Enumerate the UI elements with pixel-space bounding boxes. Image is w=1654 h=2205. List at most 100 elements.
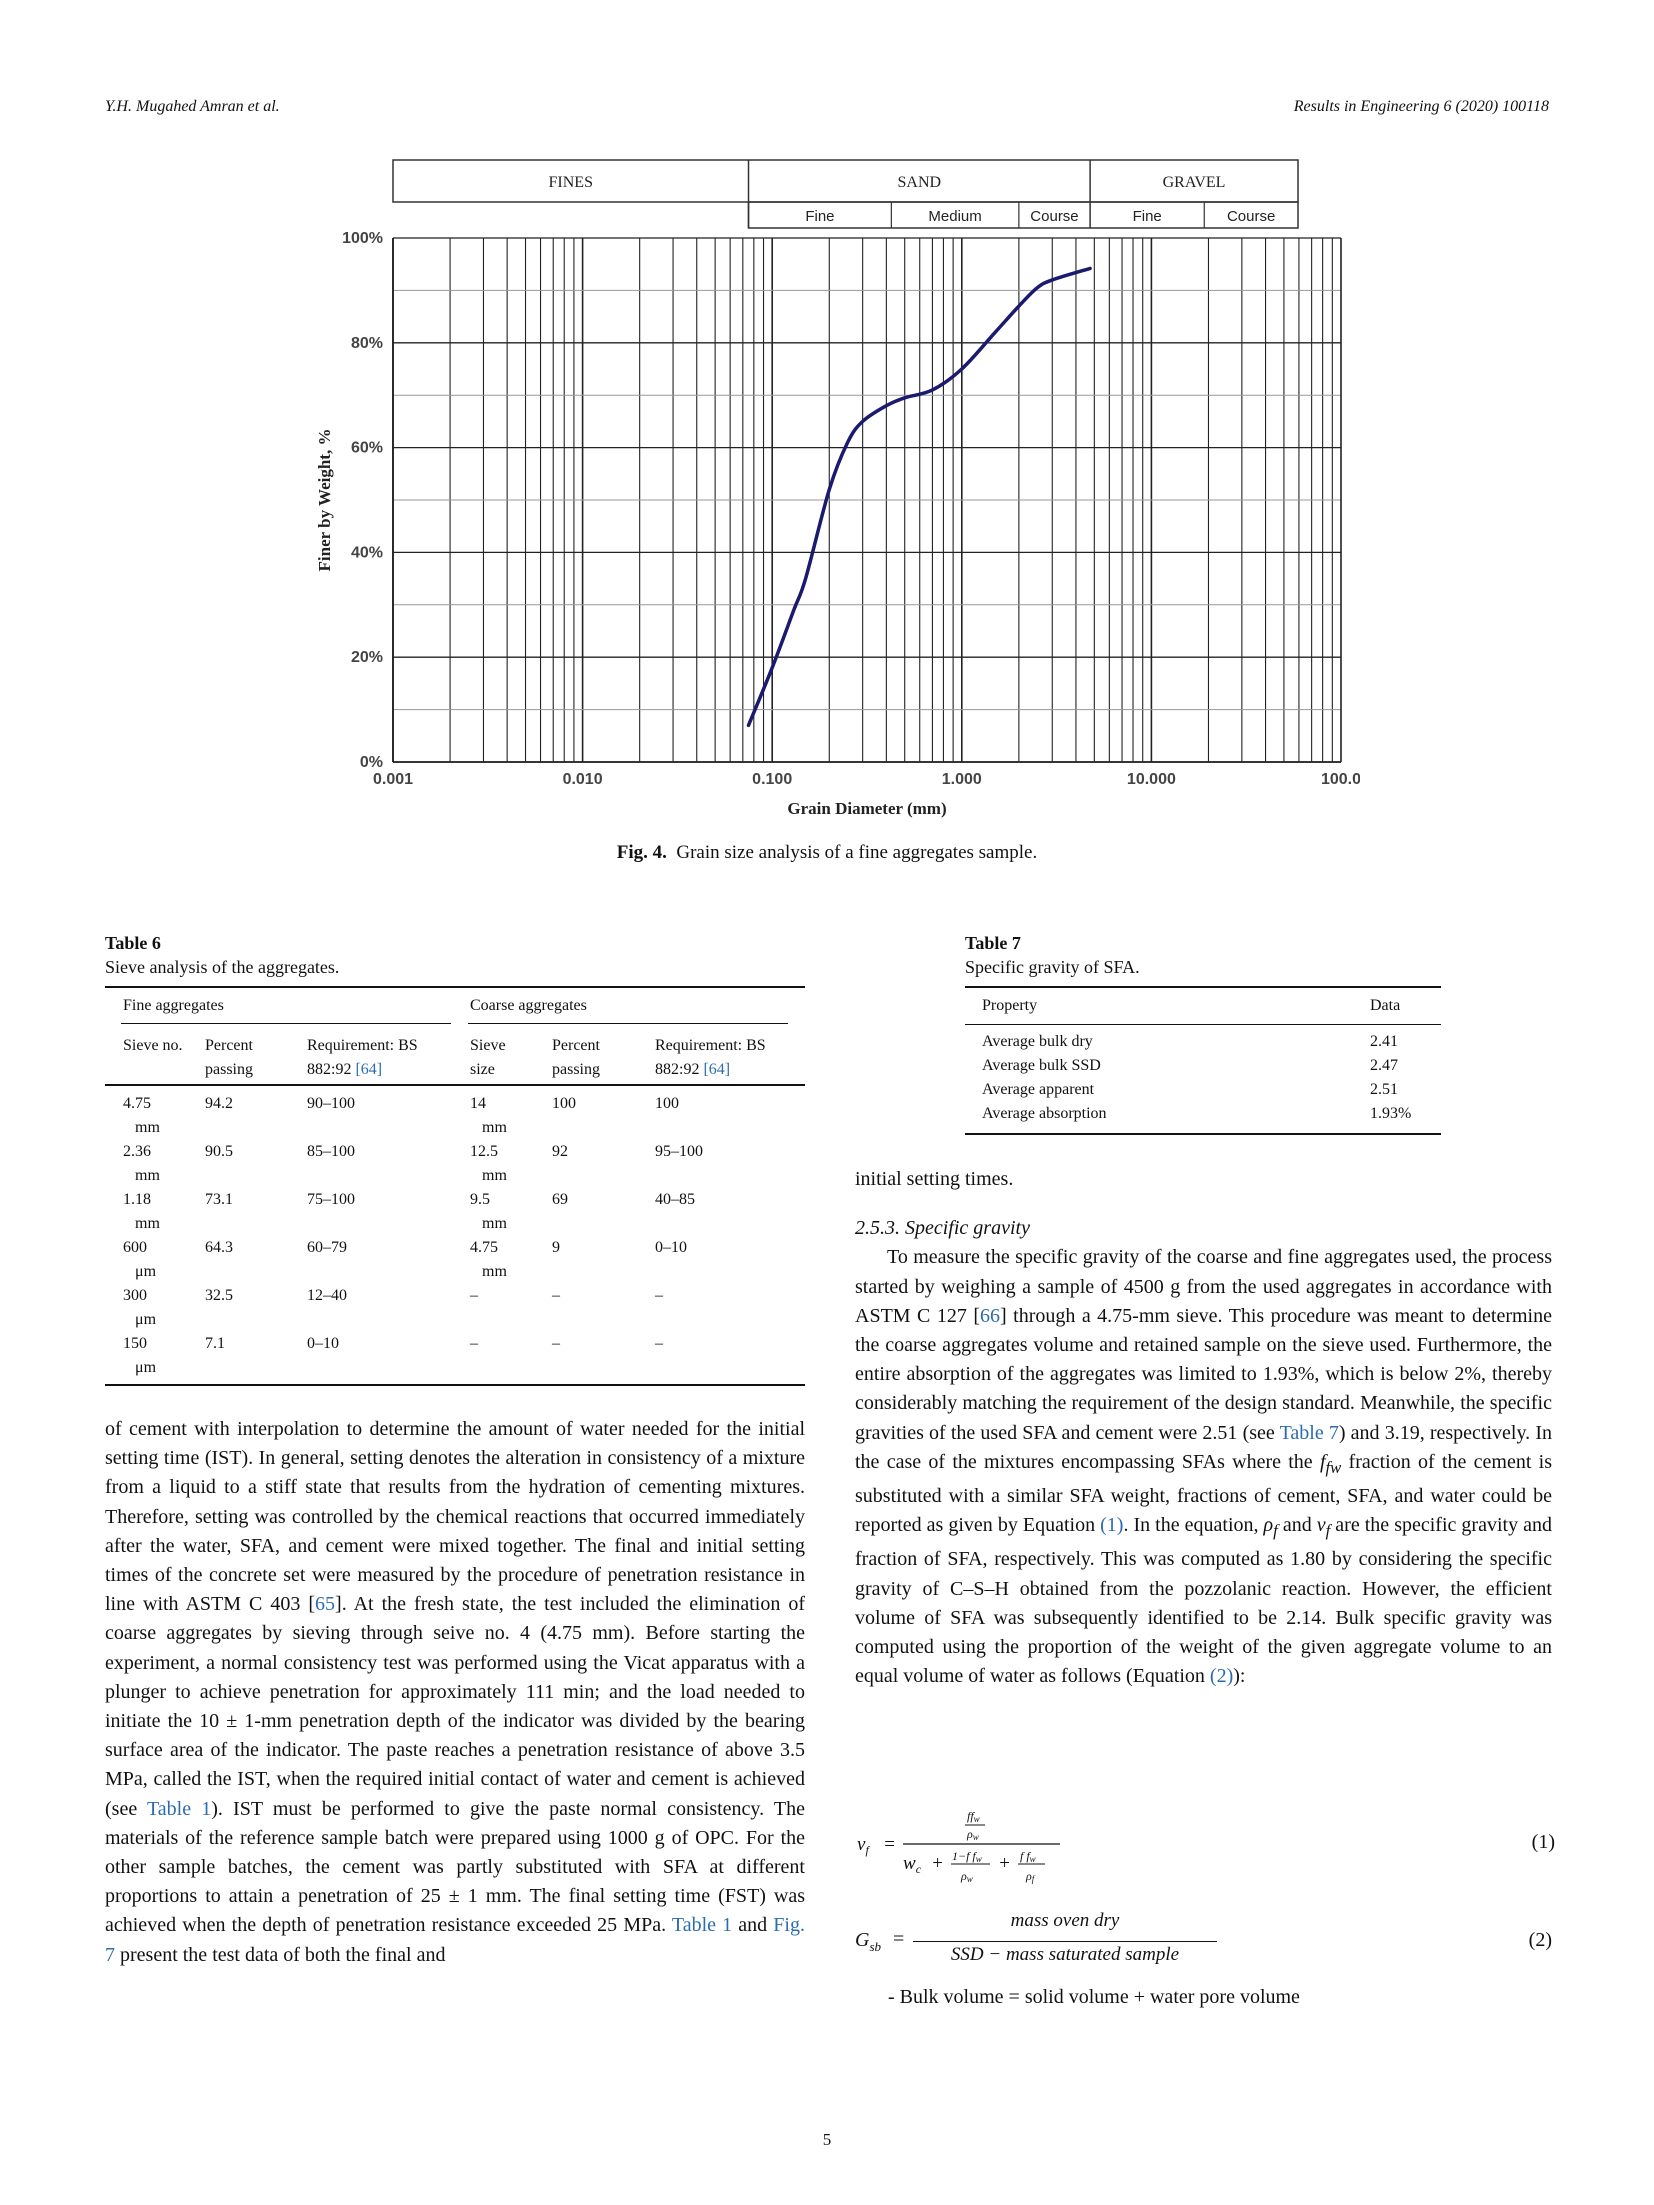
band-sub-box (747, 201, 1299, 229)
table-6-row: 1.18 mm 73.1 75–100 9.5 mm 69 40–85 (105, 1188, 805, 1236)
sub-band-label: Fine (805, 208, 834, 225)
right-continuation: initial setting times. (855, 1168, 1014, 1190)
gradation-point (1037, 287, 1038, 288)
table-6-cell: – (470, 1287, 478, 1304)
x-tick-label: 0.001 (373, 771, 413, 788)
col-percent-passing: Percent passing (205, 1037, 253, 1078)
svg-text:=: = (883, 1834, 896, 1855)
group-fine-aggregates: Fine aggregates (123, 997, 224, 1014)
svg-text:vf: vf (857, 1834, 870, 1857)
svg-text:ρw: ρw (960, 1869, 973, 1884)
bulk-volume-line: - Bulk volume = solid volume + water por… (888, 1986, 1300, 2008)
table-6-block: Table 6 Sieve analysis of the aggregates… (105, 933, 805, 1386)
table-7-caption: Specific gravity of SFA. (965, 957, 1140, 977)
svg-text:wc: wc (903, 1853, 922, 1876)
table-6-cell: 300 μm (123, 1287, 157, 1328)
table-6-group-header: Fine aggregates Coarse aggregates (105, 988, 805, 1024)
gradation-point (805, 578, 806, 579)
right-column-text: initial setting times. 2.5.3. Specific g… (855, 1165, 1552, 1691)
table-1-link[interactable]: Table 1 (146, 1797, 212, 1820)
table-6-column-header: Sieve no. Percent passing Requirement: B… (105, 1024, 805, 1084)
gradation-point (904, 397, 905, 398)
table-6-row: 300 μm 32.5 12–40 – – – (105, 1284, 805, 1332)
table-6-cell: 4.75 mm (470, 1239, 507, 1280)
gradation-point (1090, 268, 1091, 269)
ref-65-link[interactable]: 65 (315, 1593, 336, 1616)
table-6-cell: – (552, 1287, 560, 1304)
table-7-block: Table 7 Specific gravity of SFA. Propert… (965, 933, 1441, 1135)
table-6-cell: 32.5 (205, 1287, 233, 1304)
svg-text:+: + (998, 1853, 1011, 1874)
gradation-point (748, 725, 749, 726)
ref-64-link-2[interactable]: [64] (703, 1061, 731, 1078)
running-head-authors: Y.H. Mugahed Amran et al. (105, 98, 280, 115)
ref-66-link[interactable]: 66 (980, 1304, 1000, 1327)
table-6-cell: 95–100 (655, 1143, 703, 1160)
table-6-cell: 1.18 mm (123, 1191, 160, 1232)
table-6-cell: 90–100 (307, 1095, 355, 1112)
section-heading-specific-gravity: 2.5.3. Specific gravity (855, 1217, 1030, 1240)
table-7-value: 2.47 (1370, 1057, 1398, 1074)
table-7-property: Average absorption (982, 1105, 1107, 1122)
sub-band-label: Course (1030, 208, 1078, 225)
y-tick-label: 60% (351, 440, 383, 457)
col-sieve-size: Sieve size (470, 1037, 506, 1078)
gradation-point (932, 389, 933, 390)
x-tick-label: 1.000 (942, 771, 982, 788)
x-tick-label: 10.000 (1127, 771, 1176, 788)
gradation-point (862, 421, 863, 422)
table-6-cell: 9 (552, 1239, 560, 1256)
table-7-property: Average bulk SSD (982, 1057, 1101, 1074)
table-6-cell: 150 μm (123, 1335, 157, 1376)
table-6-row: 2.36 mm 90.5 85–100 12.5 mm 92 95–100 (105, 1140, 805, 1188)
y-tick-label: 0% (360, 754, 383, 771)
y-tick-label: 100% (342, 230, 383, 247)
figure-caption: Fig. 4. Grain size analysis of a fine ag… (0, 842, 1654, 864)
x-tick-label: 0.010 (563, 771, 603, 788)
table-6-cell: 0–10 (655, 1239, 687, 1256)
equation-1: vf = ffw ρw wc + 1−f fw ρw + f fw ρf (1) (855, 1805, 1555, 1885)
table-7-link[interactable]: Table 7 (1279, 1421, 1339, 1444)
table-6-cell: 73.1 (205, 1191, 233, 1208)
equation-2-lhs: Gsb (855, 1929, 882, 1954)
ref-64-link[interactable]: [64] (355, 1061, 383, 1078)
equation-1-link[interactable]: (1) (1100, 1514, 1124, 1537)
right-paragraph: To measure the specific gravity of the c… (855, 1246, 1552, 1688)
x-tick-label: 0.100 (752, 771, 792, 788)
band-label-gravel: GRAVEL (1163, 174, 1226, 191)
svg-text:1−f fw: 1−f fw (952, 1849, 982, 1864)
running-head-journal: Results in Engineering 6 (2020) 100118 (1293, 98, 1549, 115)
x-tick-label: 100.0 (1321, 771, 1360, 788)
y-tick-label: 80% (351, 335, 383, 352)
table-7-row: Average apparent 2.51 (965, 1081, 1441, 1105)
table-6-cell: 600 μm (123, 1239, 157, 1280)
table-6-cell: 92 (552, 1143, 568, 1160)
equation-2-link[interactable]: (2) (1209, 1665, 1234, 1688)
gradation-point (847, 442, 848, 443)
gradation-point (961, 369, 962, 370)
table-6-cell: 2.36 mm (123, 1143, 160, 1184)
table-6-row: 4.75 mm 94.2 90–100 14 mm 100 100 (105, 1092, 805, 1140)
table-7-property: Average apparent (982, 1081, 1095, 1098)
col-requirement-coarse: Requirement: BS 882:92 [64] (655, 1037, 766, 1078)
col-data: Data (1370, 997, 1401, 1014)
table-1-link-2[interactable]: Table 1 (671, 1914, 733, 1937)
table-7-value: 2.51 (1370, 1081, 1398, 1098)
table-7-row: Average absorption 1.93% (965, 1105, 1441, 1129)
table-6-cell: 75–100 (307, 1191, 355, 1208)
group-coarse-aggregates: Coarse aggregates (470, 997, 587, 1014)
figure-grain-size: FINES SAND GRAVEL Fine Medium Course Fine Cours… (300, 150, 1361, 840)
sub-band-label: Course (1227, 208, 1275, 225)
left-column-text: of cement with interpolation to determin… (105, 1415, 805, 1970)
equation-2-denominator: SSD − mass saturated sample (950, 1944, 1180, 1965)
equation-2-numerator: mass oven dry (1010, 1910, 1120, 1931)
equation-2-number: (2) (1528, 1929, 1552, 1951)
fig-7-link[interactable]: Fig. 7 (105, 1914, 805, 1966)
gradation-point (829, 489, 830, 490)
table-6-cell: 12.5 mm (470, 1143, 507, 1184)
table-7-value: 1.93% (1370, 1105, 1412, 1122)
gradation-curve (746, 266, 1092, 728)
y-tick-label: 40% (351, 544, 383, 561)
col-sieve-no: Sieve no. (123, 1037, 183, 1054)
